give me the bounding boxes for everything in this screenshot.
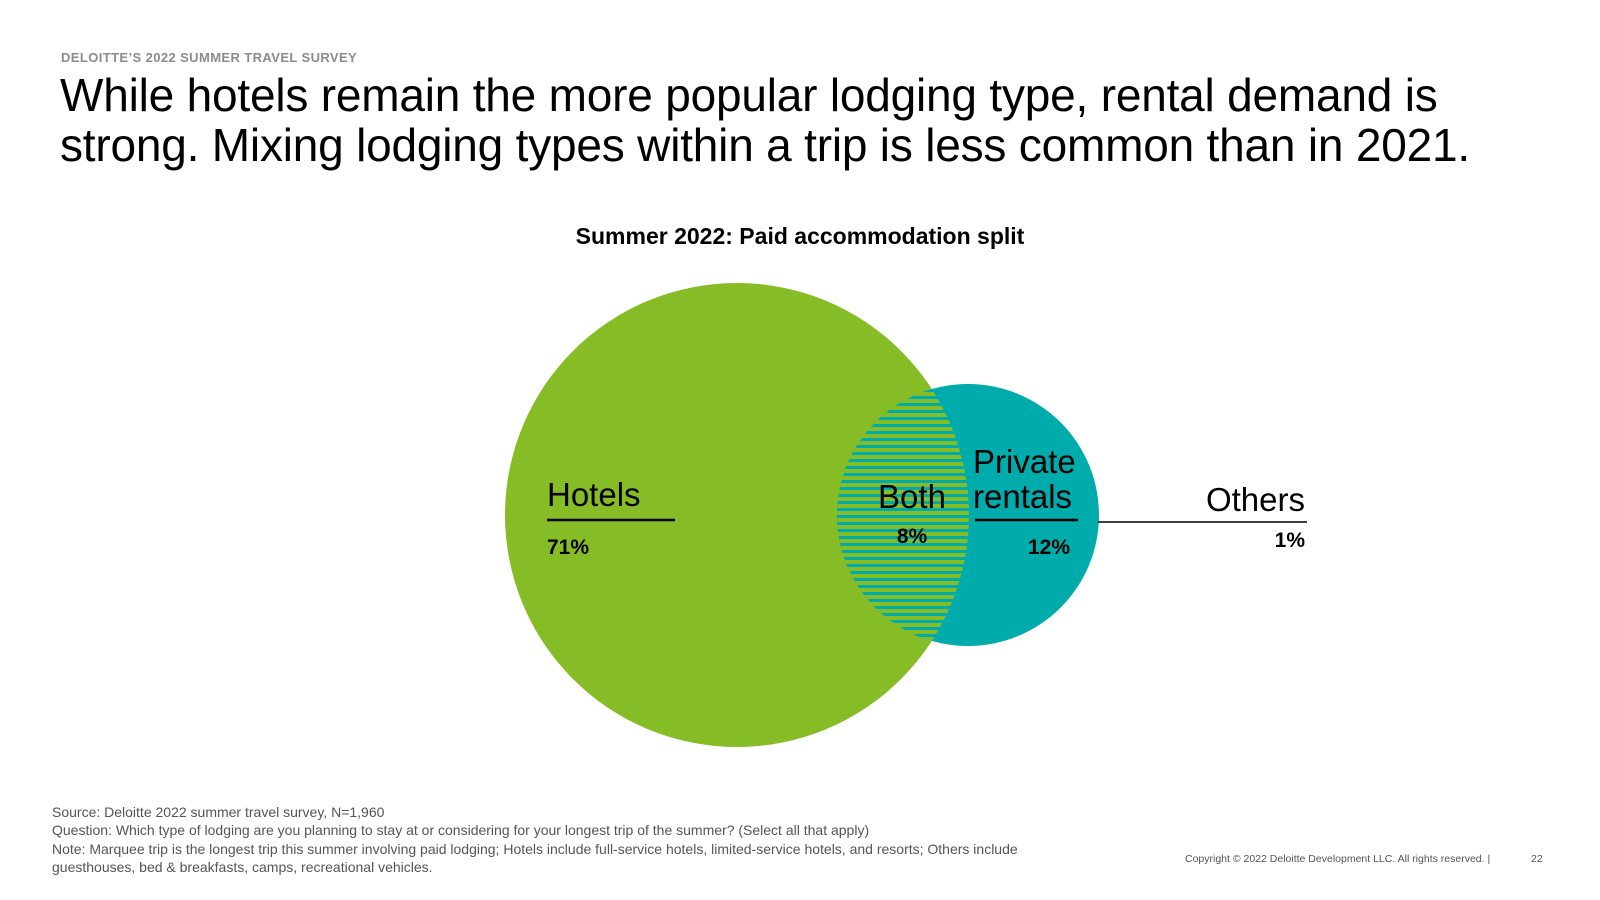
copyright-text: Copyright © 2022 Deloitte Development LL…: [1185, 853, 1491, 865]
page-number: 22: [1531, 853, 1543, 865]
others-value: 1%: [1275, 529, 1306, 552]
hotels-label: Hotels: [547, 476, 641, 513]
rentals-label-line1: Private: [973, 443, 1076, 480]
footnote-note-line2: guesthouses, bed & breakfasts, camps, re…: [52, 859, 433, 875]
footnote-question: Question: Which type of lodging are you …: [52, 822, 870, 838]
footnote-note-line1: Note: Marquee trip is the longest trip t…: [52, 841, 1018, 857]
rentals-value: 12%: [1028, 536, 1070, 559]
hotels-value: 71%: [547, 536, 589, 559]
footnote-source: Source: Deloitte 2022 summer travel surv…: [52, 804, 385, 820]
hotels-circle: [505, 283, 969, 747]
both-intersection: [837, 384, 969, 646]
page-headline: While hotels remain the more popular lod…: [60, 69, 1470, 171]
others-label: Others: [1206, 481, 1305, 518]
both-label: Both: [878, 478, 946, 515]
eyebrow-label: DELOITTE’S 2022 SUMMER TRAVEL SURVEY: [61, 50, 358, 65]
rentals-label-line2: rentals: [973, 478, 1072, 515]
chart-title: Summer 2022: Paid accommodation split: [575, 223, 1025, 249]
both-value: 8%: [897, 525, 928, 548]
